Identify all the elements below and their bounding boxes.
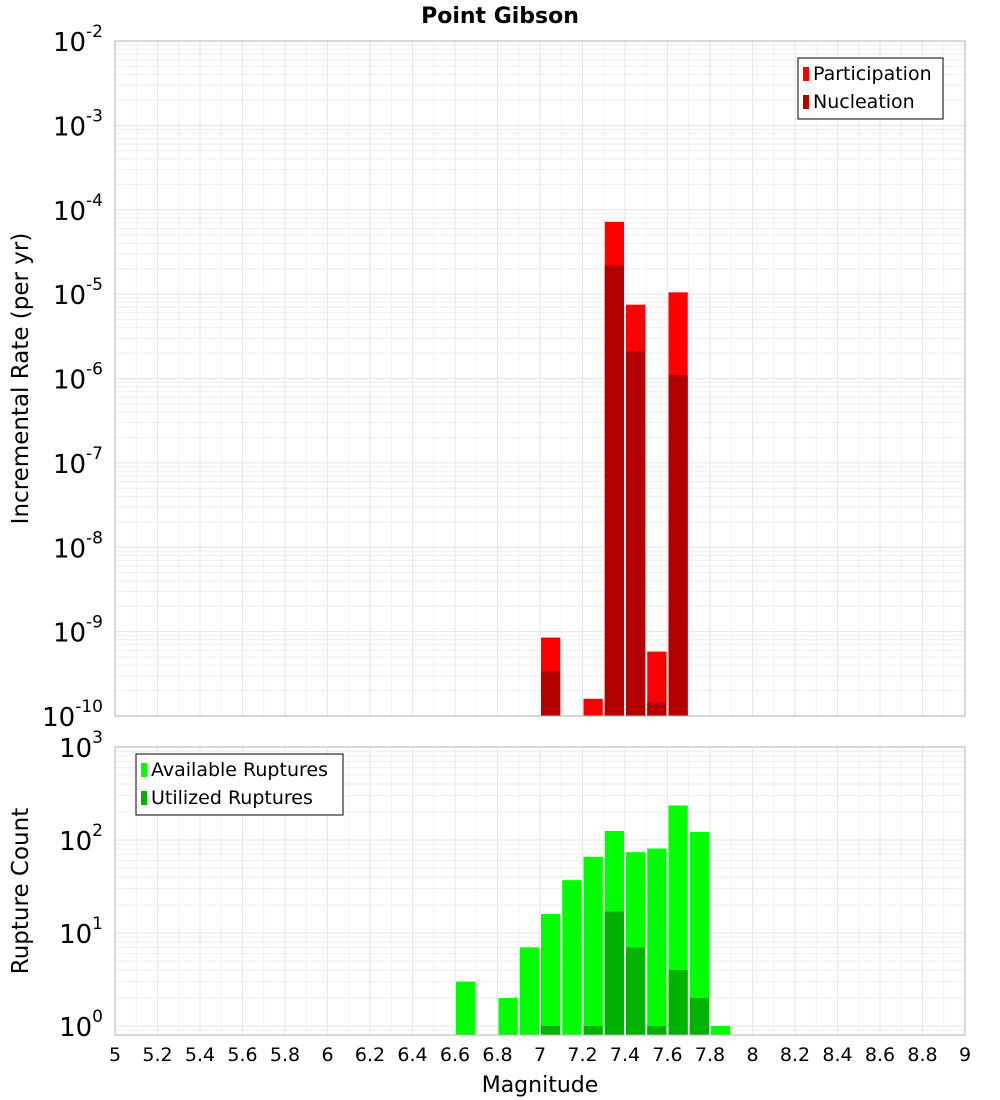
count-bar xyxy=(519,947,539,1035)
rate-bar xyxy=(541,671,561,716)
chart-title: Point Gibson xyxy=(421,4,579,29)
rate-series-1 xyxy=(541,265,688,716)
count-series-1 xyxy=(541,911,709,1035)
count-bar xyxy=(668,969,688,1035)
legend-swatch xyxy=(141,791,147,805)
count-bar xyxy=(498,997,518,1035)
legend-swatch xyxy=(141,763,147,777)
y-tick-label: 10-6 xyxy=(53,360,103,396)
count-bar xyxy=(541,1025,561,1035)
count-bar xyxy=(604,911,624,1035)
y-tick-label: 101 xyxy=(59,914,103,950)
x-tick-label: 6.6 xyxy=(440,1044,470,1066)
y-axis-label: Incremental Rate (per yr) xyxy=(8,233,34,525)
rate-bar xyxy=(583,698,603,716)
rate-bar xyxy=(626,351,646,716)
count-bar xyxy=(689,831,709,1035)
legend-swatch xyxy=(803,95,809,109)
x-tick-label: 5.8 xyxy=(270,1044,300,1066)
x-tick-label: 7.6 xyxy=(652,1044,682,1066)
plot-frame xyxy=(114,746,966,1036)
y-tick-label: 10-8 xyxy=(53,528,103,564)
legend: Participation Nucleation xyxy=(797,57,944,120)
x-tick-label: 7.4 xyxy=(610,1044,640,1066)
y-tick-label: 10-7 xyxy=(53,444,103,480)
y-tick-label: 102 xyxy=(59,821,103,857)
y-tick-label: 10-5 xyxy=(53,275,103,311)
x-tick-label: 5.6 xyxy=(227,1044,257,1066)
x-tick-label: 7 xyxy=(534,1044,546,1066)
count-bar xyxy=(711,1025,731,1035)
legend-label: Nucleation xyxy=(813,91,915,113)
count-bar xyxy=(647,848,667,1035)
x-tick-label: 6.2 xyxy=(355,1044,385,1066)
legend-label: Available Ruptures xyxy=(151,759,328,781)
rate-bar xyxy=(668,375,688,716)
y-tick-label: 10-2 xyxy=(53,22,103,58)
x-tick-label: 8 xyxy=(746,1044,758,1066)
x-axis: 5 5.2 5.4 5.6 5.8 6 6.2 6.4 6.6 6.8 7 7.2 7.4 7.6 7.8 8… xyxy=(109,1044,971,1066)
legend-label: Utilized Ruptures xyxy=(151,787,313,809)
incremental-rate-chart: 10-10 10-9 10-8 10-7 10-6 10-5 10-4 10-3 10-2 Inc… xyxy=(8,22,966,733)
legend: Available Ruptures Utilized Ruptures xyxy=(135,753,344,816)
count-bar xyxy=(647,1025,667,1035)
x-tick-label: 7.2 xyxy=(567,1044,597,1066)
rate-bar xyxy=(647,702,667,716)
plot-frame xyxy=(114,40,966,717)
y-tick-labels: 100 101 102 103 xyxy=(59,728,103,1043)
x-tick-label: 6.8 xyxy=(482,1044,512,1066)
legend-label: Participation xyxy=(813,63,932,85)
count-bar xyxy=(583,1025,603,1035)
y-tick-label: 10-10 xyxy=(42,697,103,733)
rupture-count-chart: 100 101 102 103 Rupture Count Available Ruptu… xyxy=(8,728,966,1043)
y-tick-label: 10-9 xyxy=(53,613,103,649)
x-tick-label: 5.2 xyxy=(142,1044,172,1066)
rate-bar xyxy=(604,265,624,716)
y-tick-label: 103 xyxy=(59,728,103,764)
count-bar xyxy=(626,947,646,1035)
y-tick-labels: 10-10 10-9 10-8 10-7 10-6 10-5 10-4 10-3 10-2 xyxy=(42,22,103,733)
count-bar xyxy=(562,880,582,1035)
x-tick-label: 9 xyxy=(959,1044,971,1066)
x-tick-label: 8.4 xyxy=(822,1044,852,1066)
count-bar xyxy=(689,997,709,1035)
legend-swatch xyxy=(803,67,809,81)
legend-box xyxy=(797,57,944,120)
grid-lines xyxy=(114,40,966,717)
rate-bar xyxy=(647,651,667,716)
x-tick-label: 8.6 xyxy=(865,1044,895,1066)
x-axis-label: Magnitude xyxy=(482,1073,599,1098)
count-bar xyxy=(541,914,561,1035)
count-bar xyxy=(583,856,603,1035)
x-tick-label: 5.4 xyxy=(185,1044,215,1066)
legend-box xyxy=(135,753,344,816)
x-tick-label: 8.2 xyxy=(780,1044,810,1066)
x-tick-label: 6.4 xyxy=(397,1044,427,1066)
x-tick-label: 8.8 xyxy=(907,1044,937,1066)
x-tick-label: 5 xyxy=(109,1044,121,1066)
count-bar xyxy=(456,981,476,1035)
x-tick-label: 6 xyxy=(321,1044,333,1066)
y-tick-label: 100 xyxy=(59,1007,103,1043)
y-tick-label: 10-4 xyxy=(53,191,103,227)
y-tick-label: 10-3 xyxy=(53,106,103,142)
x-tick-label: 7.8 xyxy=(695,1044,725,1066)
y-axis-label: Rupture Count xyxy=(8,808,34,974)
